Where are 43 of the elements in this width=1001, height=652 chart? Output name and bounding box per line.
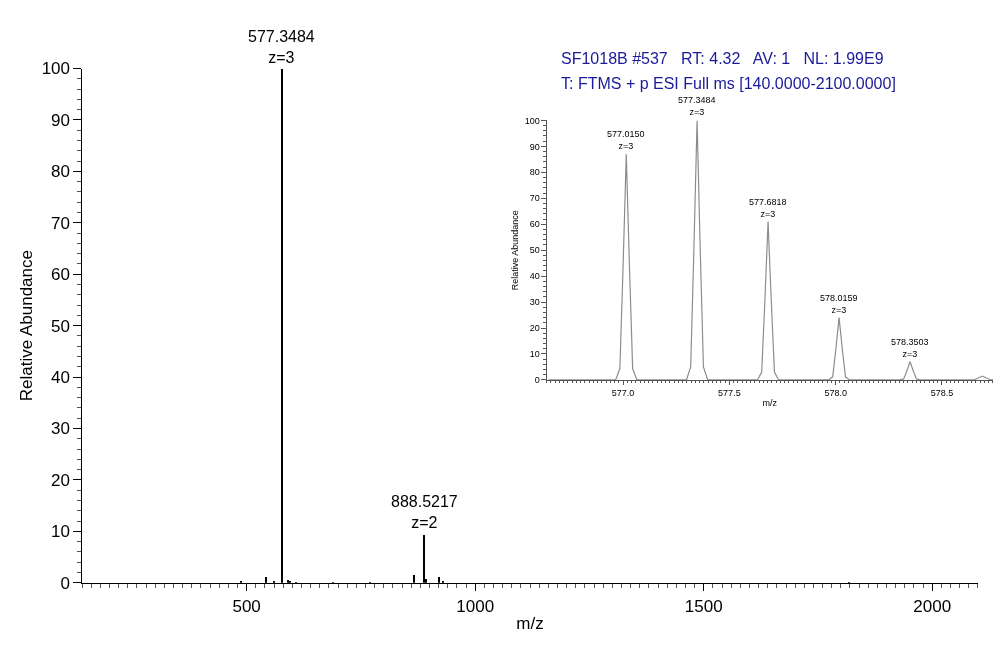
annotation: 577.3484 z=3 (248, 28, 315, 66)
x-axis-title: m/z (516, 614, 544, 634)
y-axis-title: Relative Abundance (17, 250, 37, 402)
x-tick-label: 577.5 (718, 387, 741, 398)
x-tick-label: 1000 (456, 596, 495, 616)
annotation: 578.3503 z=3 (891, 337, 929, 359)
y-tick-label: 90 (529, 141, 540, 152)
y-tick-label: 100 (524, 115, 540, 126)
y-tick-label: 30 (529, 297, 540, 308)
y-tick-label: 50 (51, 316, 71, 336)
y-tick-label: 20 (529, 323, 540, 334)
y-tick-label: 20 (51, 470, 71, 490)
y-tick-label: 100 (41, 59, 71, 79)
y-tick-label: 40 (51, 368, 71, 387)
annotation: 577.6818 z=3 (749, 197, 787, 219)
x-tick-label: 578.5 (930, 387, 954, 398)
y-tick-label: 70 (51, 213, 71, 233)
y-tick-label: 10 (529, 349, 540, 360)
y-tick-label: 60 (51, 265, 71, 285)
annotation: 578.0159 z=3 (820, 293, 858, 315)
x-axis-title: m/z (762, 397, 778, 408)
y-tick-label: 10 (51, 522, 71, 542)
y-axis-title: Relative Abundance (510, 210, 521, 291)
annotation: 577.0150 z=3 (607, 129, 645, 151)
y-tick-label: 60 (529, 219, 540, 230)
y-tick-label: 90 (51, 110, 71, 130)
y-tick-label: 70 (529, 193, 540, 204)
x-tick-label: 500 (232, 596, 261, 616)
y-tick-label: 50 (529, 245, 540, 256)
y-tick-label: 0 (60, 573, 71, 593)
y-tick-label: 80 (529, 167, 540, 178)
y-tick-label: 40 (529, 271, 540, 282)
annotation: 888.5217 z=2 (391, 493, 458, 531)
y-tick-label: 30 (51, 419, 71, 439)
text: SF1018B #537 RT: 4.32 AV: 1 NL: 1.99E9 (561, 50, 884, 67)
y-tick-label: 0 (534, 375, 540, 386)
x-tick-label: 577.0 (611, 387, 635, 398)
y-tick-label: 80 (51, 162, 71, 182)
x-tick-label: 578.0 (824, 387, 847, 398)
x-tick-label: 1500 (684, 596, 723, 616)
x-tick-label: 2000 (913, 596, 952, 616)
annotation: T: FTMS + p ESI Full ms [140.0000-2100.0000] (561, 75, 896, 92)
annotation: 577.3484 z=3 (678, 95, 716, 117)
